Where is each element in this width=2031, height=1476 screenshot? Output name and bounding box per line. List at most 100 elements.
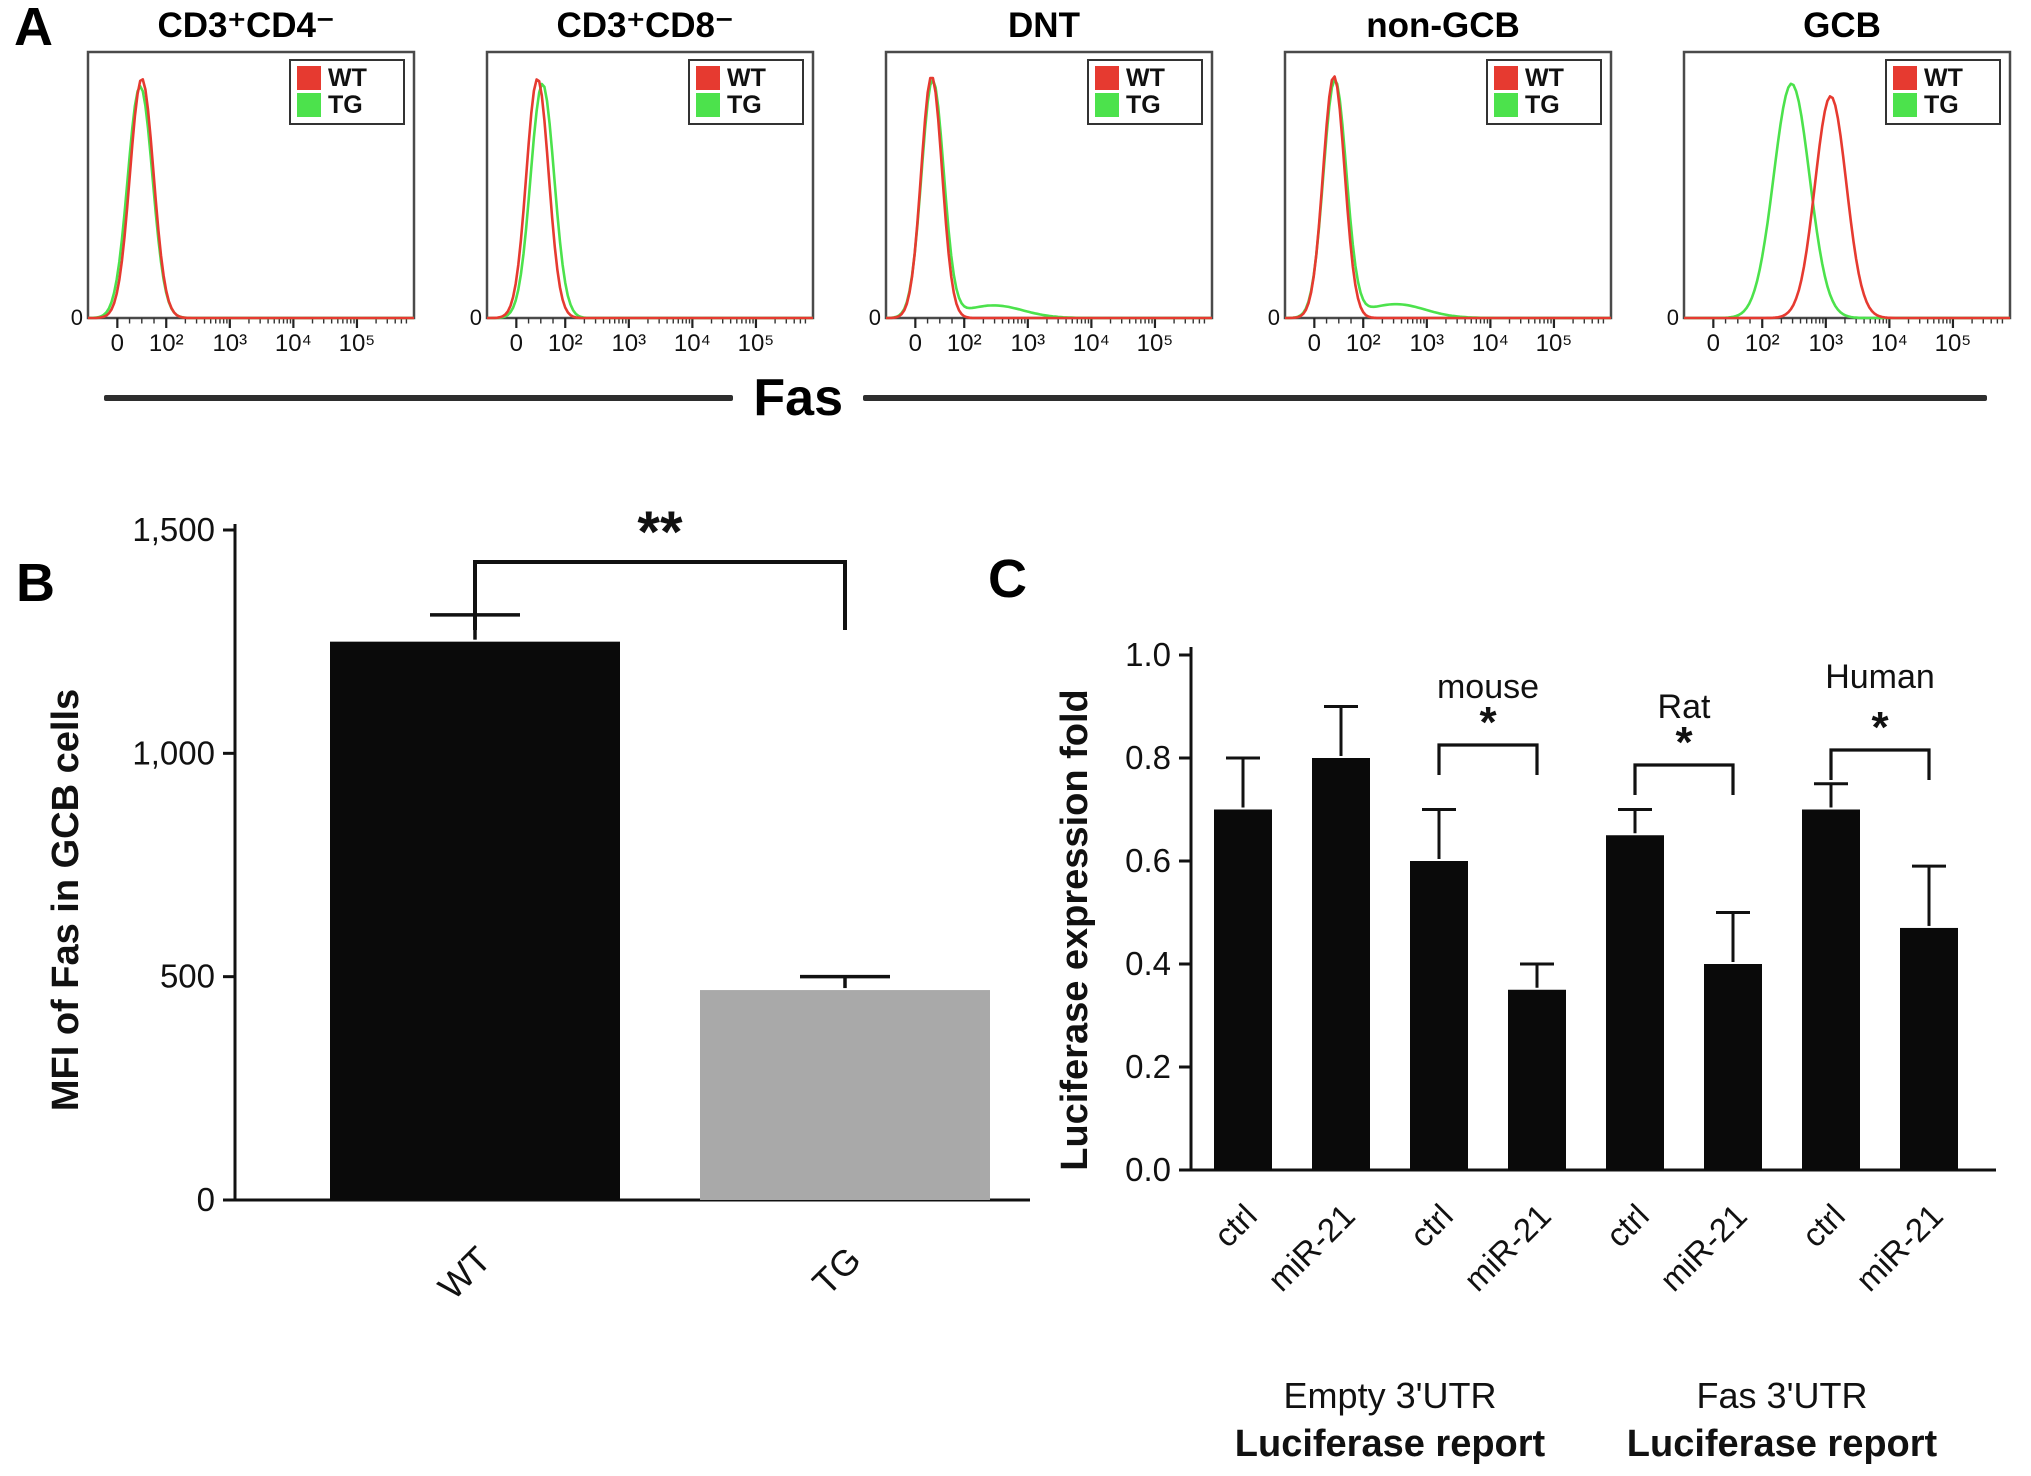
wt-curve xyxy=(88,78,414,320)
x-tick-label: ctrl xyxy=(1599,1197,1656,1254)
bar-7 xyxy=(1802,809,1860,1170)
x-tick-label: 10⁵ xyxy=(339,330,376,357)
flow-histogram-3: DNT 0 10² 10³ 10⁴ 10⁵ 0 WT TG xyxy=(868,6,1220,363)
species-label: Rat xyxy=(1658,688,1711,726)
x-tick-label: 0 xyxy=(1707,330,1720,357)
y-zero-label: 0 xyxy=(71,305,83,330)
y-tick-label: 0.0 xyxy=(1125,1151,1171,1188)
legend-label: TG xyxy=(328,91,363,119)
y-tick-label: 1,500 xyxy=(132,511,215,548)
legend-label: WT xyxy=(1924,64,1963,92)
x-tick-label: 10³ xyxy=(1409,330,1444,357)
y-tick-label: 0.4 xyxy=(1125,945,1171,982)
x-tick-label: 10⁵ xyxy=(1536,330,1573,357)
x-tick-label: 10⁴ xyxy=(275,330,312,357)
legend-swatch-wt xyxy=(1095,66,1119,90)
wt-curve xyxy=(886,76,1212,320)
histogram-title: CD3⁺CD8⁻ xyxy=(556,6,734,45)
bar-8 xyxy=(1900,927,1958,1170)
histogram-title: CD3⁺CD4⁻ xyxy=(157,6,335,45)
x-tick-label: 10² xyxy=(149,330,184,357)
legend-swatch-tg xyxy=(696,93,720,117)
histogram-title: DNT xyxy=(1008,6,1080,45)
significance-label: * xyxy=(1479,698,1497,747)
x-tick-label: miR-21 xyxy=(1261,1197,1362,1298)
x-tick-label: miR-21 xyxy=(1457,1197,1558,1298)
legend-swatch-wt xyxy=(696,66,720,90)
bar-2 xyxy=(1312,758,1370,1170)
x-tick-label: ctrl xyxy=(1795,1197,1852,1254)
y-tick-label: 0 xyxy=(197,1181,215,1218)
x-tick-label: 10⁴ xyxy=(1871,330,1908,357)
flow-histogram-4: non-GCB 0 10² 10³ 10⁴ 10⁵ 0 WT TG xyxy=(1267,6,1619,363)
legend-swatch-tg xyxy=(1494,93,1518,117)
flow-histogram-1: CD3⁺CD4⁻ 0 10² 10³ 10⁴ 10⁵ 0 WT TG xyxy=(70,6,422,363)
x-tick-label: 10² xyxy=(947,330,982,357)
x-tick-label: 10³ xyxy=(1808,330,1843,357)
significance-bracket xyxy=(1829,748,1931,780)
wt-curve xyxy=(1684,95,2010,320)
significance-label: * xyxy=(1871,703,1889,752)
x-tick-label: 10³ xyxy=(212,330,247,357)
legend-swatch-wt xyxy=(1893,66,1917,90)
y-axis-title: MFI of Fas in GCB cells xyxy=(45,689,87,1111)
wt-curve xyxy=(1285,75,1611,320)
x-tick-label: ctrl xyxy=(1207,1197,1264,1254)
x-tick-label: 10⁵ xyxy=(1935,330,1972,357)
x-tick-label: miR-21 xyxy=(1849,1197,1950,1298)
bar-wt xyxy=(330,641,620,1200)
legend-label: WT xyxy=(727,64,766,92)
x-tick-label: 10² xyxy=(1745,330,1780,357)
x-tick-label: miR-21 xyxy=(1653,1197,1754,1298)
y-tick-label: 500 xyxy=(160,958,215,995)
species-label: Human xyxy=(1825,658,1935,696)
significance-label: ** xyxy=(637,500,683,565)
wt-curve xyxy=(487,78,813,320)
y-tick-label: 0.8 xyxy=(1125,739,1171,776)
flow-histogram-row: CD3⁺CD4⁻ 0 10² 10³ 10⁴ 10⁵ 0 WT TG CD3⁺CD8⁻ 0 10² 10… xyxy=(70,6,2018,363)
group-label: Fas 3'UTR xyxy=(1697,1375,1868,1416)
y-tick-label: 1.0 xyxy=(1125,636,1171,673)
legend-label: TG xyxy=(1924,91,1959,119)
x-tick-label: 10² xyxy=(1346,330,1381,357)
legend-swatch-tg xyxy=(1893,93,1917,117)
fas-axis-line-left xyxy=(104,395,734,401)
legend-label: WT xyxy=(1126,64,1165,92)
legend-label: WT xyxy=(1525,64,1564,92)
fas-axis-line-right xyxy=(863,395,1987,401)
legend-label: TG xyxy=(1126,91,1161,119)
y-zero-label: 0 xyxy=(1268,305,1280,330)
x-tick-label: 0 xyxy=(111,330,124,357)
bar-5 xyxy=(1606,835,1664,1170)
bar-4 xyxy=(1508,989,1566,1170)
x-tick-label: TG xyxy=(804,1239,868,1303)
bar-1 xyxy=(1214,809,1272,1170)
y-tick-label: 0.6 xyxy=(1125,842,1171,879)
group-sublabel: Luciferase report xyxy=(1235,1423,1546,1465)
legend-swatch-wt xyxy=(297,66,321,90)
bar-tg xyxy=(700,990,990,1200)
significance-bracket xyxy=(473,560,847,630)
x-tick-label: 0 xyxy=(1308,330,1321,357)
x-tick-label: 10⁴ xyxy=(1472,330,1509,357)
x-tick-label: ctrl xyxy=(1403,1197,1460,1254)
y-tick-label: 0.2 xyxy=(1125,1048,1171,1085)
panel-c-label: C xyxy=(988,549,1027,609)
fas-axis: Fas xyxy=(104,372,1987,424)
mfi-bar-chart: 0 500 1,000 1,500 MFI of Fas in GCB cells WT T… xyxy=(45,500,1030,1308)
y-axis-title: Luciferase expression fold xyxy=(1054,689,1096,1171)
x-tick-label: 0 xyxy=(510,330,523,357)
flow-histogram-5: GCB 0 10² 10³ 10⁴ 10⁵ 0 WT TG xyxy=(1666,6,2018,363)
luciferase-bar-chart: 0.0 0.2 0.4 0.6 0.8 1.0 Luciferase expression … xyxy=(1054,636,1996,1465)
x-tick-label: WT xyxy=(430,1239,499,1308)
legend-swatch-tg xyxy=(1095,93,1119,117)
